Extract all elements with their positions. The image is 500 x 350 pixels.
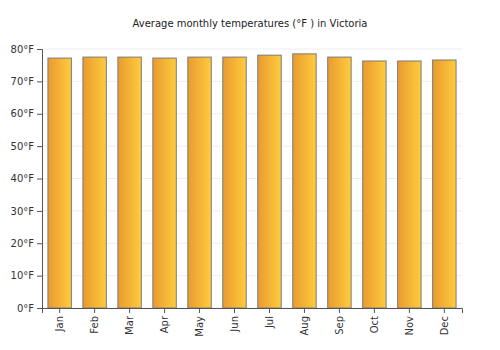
- x-tick-mark: [94, 308, 95, 313]
- x-tick-mark: [59, 308, 60, 313]
- x-tick-label: Aug: [299, 316, 310, 336]
- x-tick-label: Nov: [404, 316, 415, 336]
- bar: [328, 57, 351, 308]
- y-tick-label: 0°F: [17, 303, 34, 314]
- x-tick: Jan: [54, 308, 65, 332]
- x-tick-label: Jan: [54, 316, 65, 332]
- y-tick-mark: [37, 211, 42, 212]
- x-tick: May: [194, 308, 205, 337]
- bar: [258, 55, 281, 308]
- x-tick: Jun: [229, 308, 240, 333]
- y-tick-mark: [37, 308, 42, 309]
- y-tick: 0°F: [17, 303, 42, 314]
- y-tick-label: 80°F: [11, 44, 35, 55]
- x-tick: Apr: [159, 308, 170, 333]
- grid: [42, 49, 462, 308]
- y-tick: 80°F: [11, 44, 42, 55]
- x-tick-mark: [199, 308, 200, 313]
- grid-line: [42, 49, 462, 50]
- bar: [83, 57, 106, 308]
- y-tick-mark: [37, 276, 42, 277]
- y-axis-line: [37, 50, 43, 309]
- x-tick-label: Apr: [159, 315, 170, 333]
- x-tick-label: Jun: [229, 316, 240, 333]
- y-tick: 10°F: [11, 270, 42, 281]
- x-tick-label: Sep: [334, 316, 345, 335]
- x-tick-label: Jul: [264, 316, 275, 329]
- x-tick: Nov: [404, 308, 415, 336]
- y-tick-label: 30°F: [11, 206, 35, 217]
- bar: [433, 60, 456, 308]
- y-tick: 30°F: [11, 206, 42, 217]
- bar: [398, 61, 421, 308]
- chart: 0°F 10°F 20°F 30°F 40°F 50°F 60°F 70°F 80°F Jan Fe…: [0, 0, 500, 350]
- x-tick-mark: [339, 308, 340, 313]
- y-tick: 40°F: [11, 173, 42, 184]
- x-tick-label: Feb: [89, 316, 100, 334]
- x-tick: Feb: [89, 308, 100, 334]
- bar: [363, 61, 386, 308]
- x-tick-mark: [374, 308, 375, 313]
- x-tick-label: May: [194, 316, 205, 337]
- x-tick-mark: [444, 308, 445, 313]
- title: Average monthly temperatures (°F ) in Vi…: [133, 18, 368, 29]
- y-tick-label: 70°F: [11, 76, 35, 87]
- y-tick: 20°F: [11, 238, 42, 249]
- y-tick-label: 60°F: [11, 108, 35, 119]
- y-axis: 0°F 10°F 20°F 30°F 40°F 50°F 60°F 70°F 80°F: [11, 44, 43, 314]
- x-tick: Dec: [439, 308, 450, 335]
- bar: [48, 58, 71, 308]
- x-tick-mark: [409, 308, 410, 313]
- y-tick-label: 50°F: [11, 141, 35, 152]
- y-tick: 60°F: [11, 108, 42, 119]
- y-tick-mark: [37, 146, 42, 147]
- bar: [153, 58, 176, 308]
- x-tick-label: Mar: [124, 315, 135, 335]
- y-tick-label: 40°F: [11, 173, 35, 184]
- y-tick-label: 20°F: [11, 238, 35, 249]
- plot: 0°F 10°F 20°F 30°F 40°F 50°F 60°F 70°F 80°F Jan Fe…: [11, 44, 463, 337]
- x-tick: Sep: [334, 308, 345, 335]
- x-tick-mark: [269, 308, 270, 313]
- bar: [223, 57, 246, 308]
- y-tick-mark: [37, 81, 42, 82]
- x-axis: Jan Feb Mar Apr May Jun Jul Aug Sep Oct Nov Dec: [43, 308, 463, 337]
- y-tick-mark: [37, 49, 42, 50]
- y-tick: 70°F: [11, 76, 42, 87]
- x-tick-mark: [304, 308, 305, 313]
- y-tick-label: 10°F: [11, 270, 35, 281]
- x-tick-mark: [234, 308, 235, 313]
- y-tick-mark: [37, 243, 42, 244]
- x-tick: Aug: [299, 308, 310, 336]
- x-axis-line: [43, 309, 463, 314]
- x-tick-mark: [129, 308, 130, 313]
- bar: [293, 54, 316, 308]
- y-tick-mark: [37, 114, 42, 115]
- y-tick-mark: [37, 179, 42, 180]
- bar: [188, 57, 211, 308]
- x-tick: Jul: [264, 308, 275, 329]
- bars: [48, 54, 456, 308]
- x-tick-label: Oct: [369, 316, 380, 333]
- x-tick-mark: [164, 308, 165, 313]
- x-tick-label: Dec: [439, 316, 450, 335]
- x-tick: Mar: [124, 308, 135, 335]
- x-tick: Oct: [369, 308, 380, 333]
- bar: [118, 57, 141, 308]
- y-tick: 50°F: [11, 141, 42, 152]
